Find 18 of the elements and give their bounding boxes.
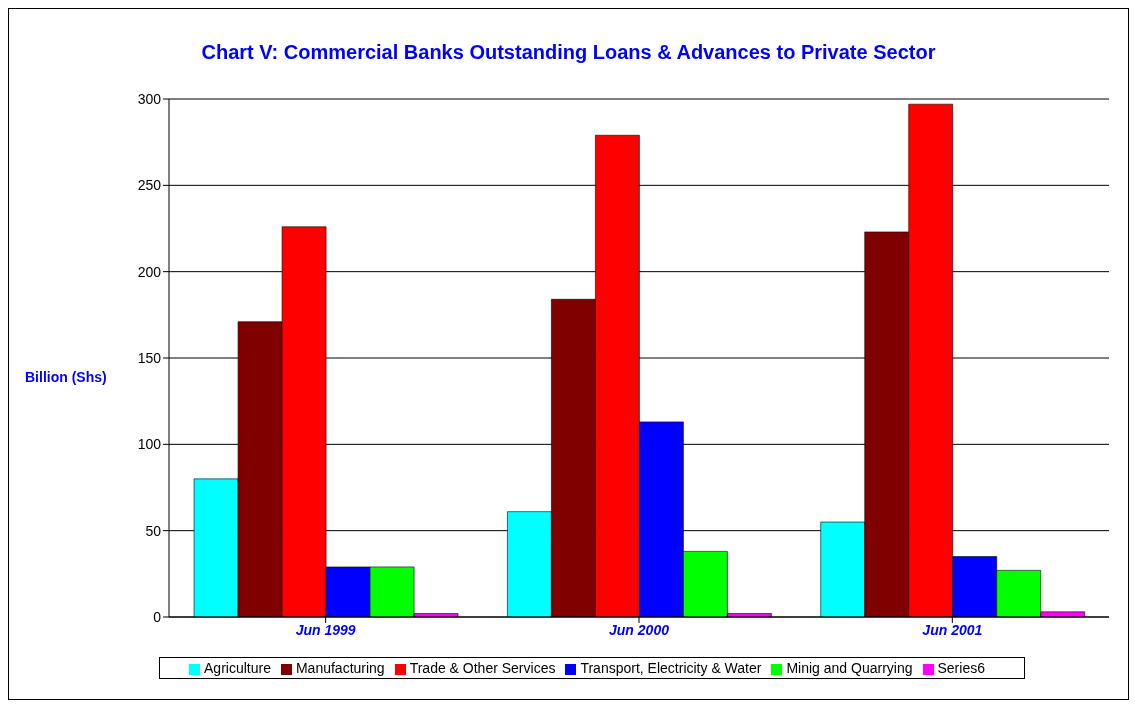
y-axis-title: Billion (Shs)	[25, 369, 107, 385]
legend-label: Series6	[937, 660, 985, 676]
legend-label: Transport, Electricity & Water	[580, 660, 762, 676]
legend-label: Agriculture	[204, 660, 271, 676]
y-tick-label: 300	[137, 90, 162, 107]
y-tick-label: 50	[145, 522, 162, 539]
chart-title: Chart V: Commercial Banks Outstanding Loans & Advances to Private Sector	[200, 41, 937, 64]
x-tick-label: Jun 2000	[609, 621, 670, 638]
y-tick-label: 200	[137, 263, 162, 280]
y-tick-label: 100	[137, 436, 162, 453]
y-tick-label: 0	[153, 608, 162, 625]
x-tick-label: Jun 2001	[922, 621, 983, 638]
legend-label: Trade & Other Services	[409, 660, 556, 676]
legend-label: Minig and Quarrying	[786, 660, 913, 676]
y-tick-label: 250	[137, 177, 162, 194]
legend-label: Manufacturing	[295, 660, 385, 676]
x-tick-label: Jun 1999	[295, 621, 356, 638]
y-tick-label: 150	[137, 349, 162, 366]
